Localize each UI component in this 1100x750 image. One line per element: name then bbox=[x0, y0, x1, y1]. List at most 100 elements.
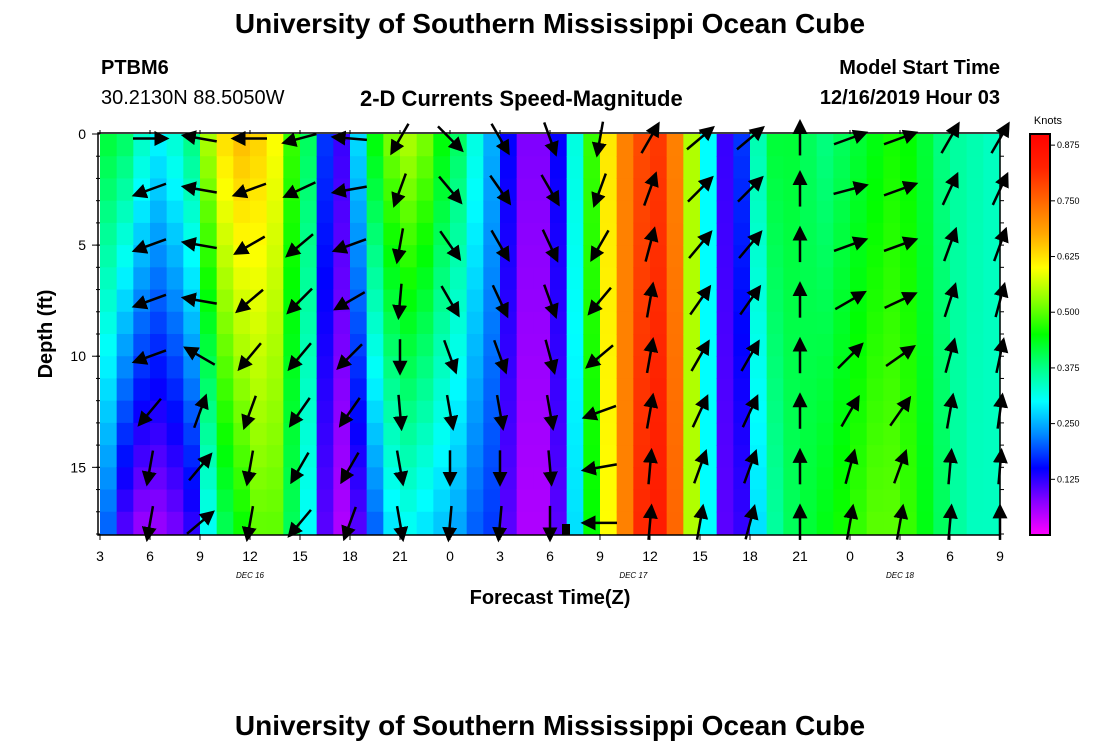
heatmap-cell bbox=[466, 156, 484, 180]
heatmap-cell bbox=[400, 289, 418, 313]
heatmap-cell bbox=[116, 467, 134, 491]
heatmap-cell bbox=[433, 311, 451, 335]
heatmap-cell bbox=[650, 489, 668, 513]
heatmap-cell bbox=[916, 400, 934, 424]
heatmap-cell bbox=[216, 222, 234, 246]
heatmap-cell bbox=[116, 400, 134, 424]
heatmap-cell bbox=[833, 156, 851, 180]
heatmap-cell bbox=[316, 222, 334, 246]
heatmap-cell bbox=[483, 445, 501, 468]
heatmap-cell bbox=[433, 334, 451, 357]
current-vector bbox=[686, 125, 715, 151]
heatmap-cell bbox=[783, 134, 801, 157]
heatmap-cell bbox=[583, 356, 601, 380]
heatmap-cell bbox=[100, 311, 118, 335]
heatmap-cell bbox=[666, 467, 684, 491]
heatmap-cell bbox=[116, 378, 134, 402]
heatmap-cell bbox=[900, 156, 918, 180]
heatmap-cell bbox=[316, 356, 334, 380]
heatmap-cell bbox=[600, 289, 618, 313]
heatmap-cell bbox=[100, 134, 118, 157]
heatmap-cell bbox=[950, 267, 968, 291]
current-vector bbox=[440, 285, 460, 318]
heatmap-cell bbox=[983, 334, 1001, 357]
heatmap-cell bbox=[416, 267, 434, 291]
heatmap-cell bbox=[416, 378, 434, 402]
heatmap-cell bbox=[616, 422, 634, 446]
x-tick-label: 21 bbox=[792, 548, 808, 564]
heatmap-cell bbox=[166, 422, 184, 446]
current-vector bbox=[193, 393, 209, 429]
heatmap-cell bbox=[783, 267, 801, 291]
heatmap-cell bbox=[650, 422, 668, 446]
heatmap-cell bbox=[816, 200, 834, 224]
heatmap-cell bbox=[533, 156, 551, 180]
heatmap-cell bbox=[483, 467, 501, 491]
heatmap-cell bbox=[266, 178, 284, 202]
heatmap-cell bbox=[516, 289, 534, 313]
heatmap-cell bbox=[916, 134, 934, 157]
heatmap-cell bbox=[766, 267, 784, 291]
heatmap-cell bbox=[383, 222, 401, 246]
heatmap-cell bbox=[116, 200, 134, 224]
heatmap-cell bbox=[966, 311, 984, 335]
heatmap-cell bbox=[583, 156, 601, 180]
heatmap-cell bbox=[233, 422, 251, 446]
heatmap-cell bbox=[116, 222, 134, 246]
heatmap-cell bbox=[266, 356, 284, 380]
heatmap-cell bbox=[533, 422, 551, 446]
current-vector bbox=[833, 236, 869, 253]
heatmap-cell bbox=[916, 222, 934, 246]
heatmap-cell bbox=[366, 489, 384, 513]
heatmap-cell bbox=[900, 200, 918, 224]
heatmap-cell bbox=[700, 445, 718, 468]
heatmap-cell bbox=[533, 356, 551, 380]
heatmap-cell bbox=[366, 467, 384, 491]
heatmap-cell bbox=[883, 378, 901, 402]
current-vector bbox=[541, 229, 559, 263]
heatmap-cell bbox=[550, 467, 568, 491]
current-vector bbox=[186, 510, 215, 535]
heatmap-cell bbox=[866, 334, 884, 357]
heatmap-cell bbox=[450, 156, 468, 180]
heatmap-cell bbox=[483, 156, 501, 180]
heatmap-cell bbox=[800, 311, 818, 335]
heatmap-cell bbox=[500, 267, 518, 291]
heatmap-cell bbox=[300, 200, 318, 224]
heatmap-cell bbox=[850, 467, 868, 491]
heatmap-cell bbox=[916, 378, 934, 402]
heatmap-cell bbox=[616, 267, 634, 291]
heatmap-cell bbox=[250, 445, 268, 468]
heatmap-cell bbox=[133, 378, 151, 402]
heatmap-cell bbox=[200, 245, 218, 268]
heatmap-cell bbox=[750, 445, 768, 468]
heatmap-cell bbox=[600, 200, 618, 224]
heatmap-cell bbox=[516, 156, 534, 180]
heatmap-cell bbox=[600, 311, 618, 335]
current-vector bbox=[241, 505, 257, 543]
current-vector bbox=[943, 226, 959, 262]
heatmap-cell bbox=[800, 489, 818, 513]
heatmap-cell bbox=[183, 245, 201, 268]
heatmap-cell bbox=[283, 489, 301, 513]
heatmap-cell bbox=[250, 267, 268, 291]
heatmap-cell bbox=[283, 334, 301, 357]
current-vector bbox=[290, 451, 310, 485]
current-vector bbox=[331, 238, 367, 254]
heatmap-cell bbox=[516, 489, 534, 513]
heatmap-cell bbox=[650, 467, 668, 491]
heatmap-cell bbox=[166, 311, 184, 335]
heatmap-cell bbox=[166, 289, 184, 313]
heatmap-cell bbox=[650, 134, 668, 157]
heatmap-cell bbox=[100, 422, 118, 446]
heatmap-cell bbox=[816, 511, 834, 535]
heatmap-cell bbox=[766, 311, 784, 335]
heatmap-cell bbox=[716, 445, 734, 468]
heatmap-cell bbox=[400, 378, 418, 402]
heatmap-cell bbox=[100, 445, 118, 468]
heatmap-cell bbox=[366, 200, 384, 224]
x-tick-label: 12 bbox=[642, 548, 658, 564]
heatmap-cell bbox=[550, 222, 568, 246]
heatmap-cell bbox=[700, 245, 718, 268]
heatmap-cell bbox=[133, 267, 151, 291]
